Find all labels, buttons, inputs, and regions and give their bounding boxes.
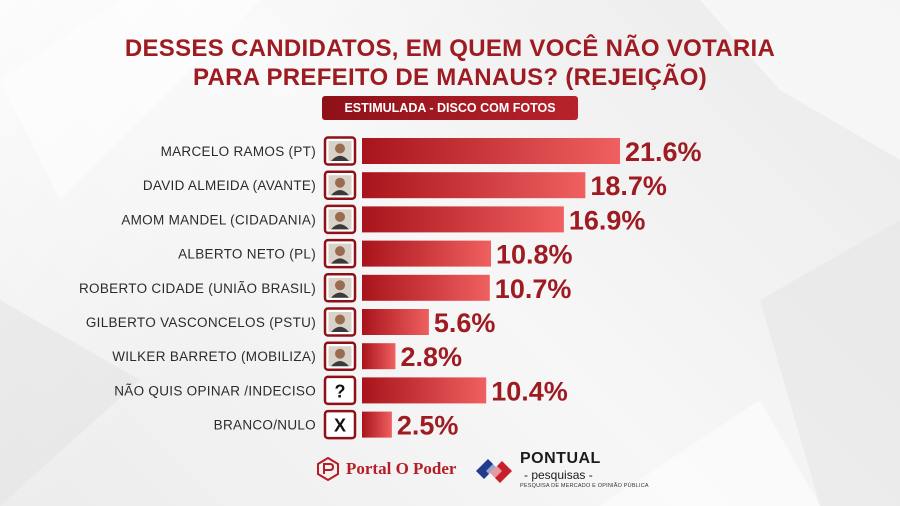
candidate-head-icon xyxy=(335,314,345,325)
category-label: BRANCO/NULO xyxy=(214,418,316,433)
chart-subtitle: ESTIMULADA - DISCO COM FOTOS xyxy=(322,96,578,120)
category-label: DAVID ALMEIDA (AVANTE) xyxy=(143,178,316,193)
candidate-head-icon xyxy=(335,348,345,359)
category-label: GILBERTO VASCONCELOS (PSTU) xyxy=(86,315,316,330)
chart-title-line1: DESSES CANDIDATOS, EM QUEM VOCÊ NÃO VOTA… xyxy=(124,35,776,62)
category-label: ALBERTO NETO (PL) xyxy=(178,247,316,262)
candidate-body-icon xyxy=(331,292,349,298)
pontual-name: PONTUAL xyxy=(520,449,601,467)
portal-o-poder-logo: Portal O Poder xyxy=(316,455,456,483)
option-icon-frame xyxy=(323,375,357,406)
value-label: 21.6% xyxy=(625,137,702,167)
value-label: 10.8% xyxy=(496,240,573,270)
chart-title: DESSES CANDIDATOS, EM QUEM VOCÊ NÃO VOTA… xyxy=(0,34,900,92)
pontual-tagline: PESQUISA DE MERCADO E OPINIÃO PÚBLICA xyxy=(520,482,649,489)
candidate-body-icon xyxy=(331,326,349,332)
x-mark-icon: X xyxy=(334,416,346,436)
category-label: AMOM MANDEL (CIDADANIA) xyxy=(121,212,316,227)
bar xyxy=(362,411,392,438)
value-label: 10.7% xyxy=(495,274,572,304)
bar xyxy=(362,377,487,404)
candidate-head-icon xyxy=(335,246,345,257)
value-label: 10.4% xyxy=(491,376,568,406)
candidate-body-icon xyxy=(331,189,349,196)
value-label: 16.9% xyxy=(569,205,646,235)
pontual-pesquisas-logo: PONTUAL - pesquisas - PESQUISA DE MERCAD… xyxy=(474,448,649,492)
category-label: MARCELO RAMOS (PT) xyxy=(161,144,316,159)
pontual-icon xyxy=(476,459,512,483)
candidate-head-icon xyxy=(335,177,345,188)
chart-title-line2: PARA PREFEITO DE MANAUS? (REJEIÇÃO) xyxy=(192,64,708,91)
candidate-body-icon xyxy=(331,360,349,367)
candidate-body-icon xyxy=(331,155,349,161)
question-mark-icon: ? xyxy=(335,381,346,401)
candidate-head-icon xyxy=(335,280,345,291)
option-icon-frame xyxy=(323,409,357,440)
bar xyxy=(362,240,491,267)
bar xyxy=(362,274,490,301)
candidate-body-icon xyxy=(331,258,349,264)
value-label: 18.7% xyxy=(590,171,667,201)
value-label: 2.8% xyxy=(400,342,462,372)
category-label: ROBERTO CIDADE (UNIÃO BRASIL) xyxy=(79,281,316,296)
candidate-head-icon xyxy=(335,211,345,222)
bar xyxy=(362,172,586,199)
bar xyxy=(362,138,620,164)
bar xyxy=(362,206,564,233)
value-label: 5.6% xyxy=(434,308,496,338)
bar xyxy=(362,343,396,370)
candidate-body-icon xyxy=(331,224,349,230)
category-label: WILKER BARRETO (MOBILIZA) xyxy=(112,349,316,364)
bar xyxy=(362,309,429,335)
candidate-head-icon xyxy=(335,143,345,154)
portal-o-poder-icon xyxy=(317,457,339,481)
pontual-sub: - pesquisas - xyxy=(524,467,593,482)
value-label: 2.5% xyxy=(397,411,459,441)
portal-o-poder-text: Portal O Poder xyxy=(346,459,457,478)
category-label: NÃO QUIS OPINAR /INDECISO xyxy=(114,383,316,398)
